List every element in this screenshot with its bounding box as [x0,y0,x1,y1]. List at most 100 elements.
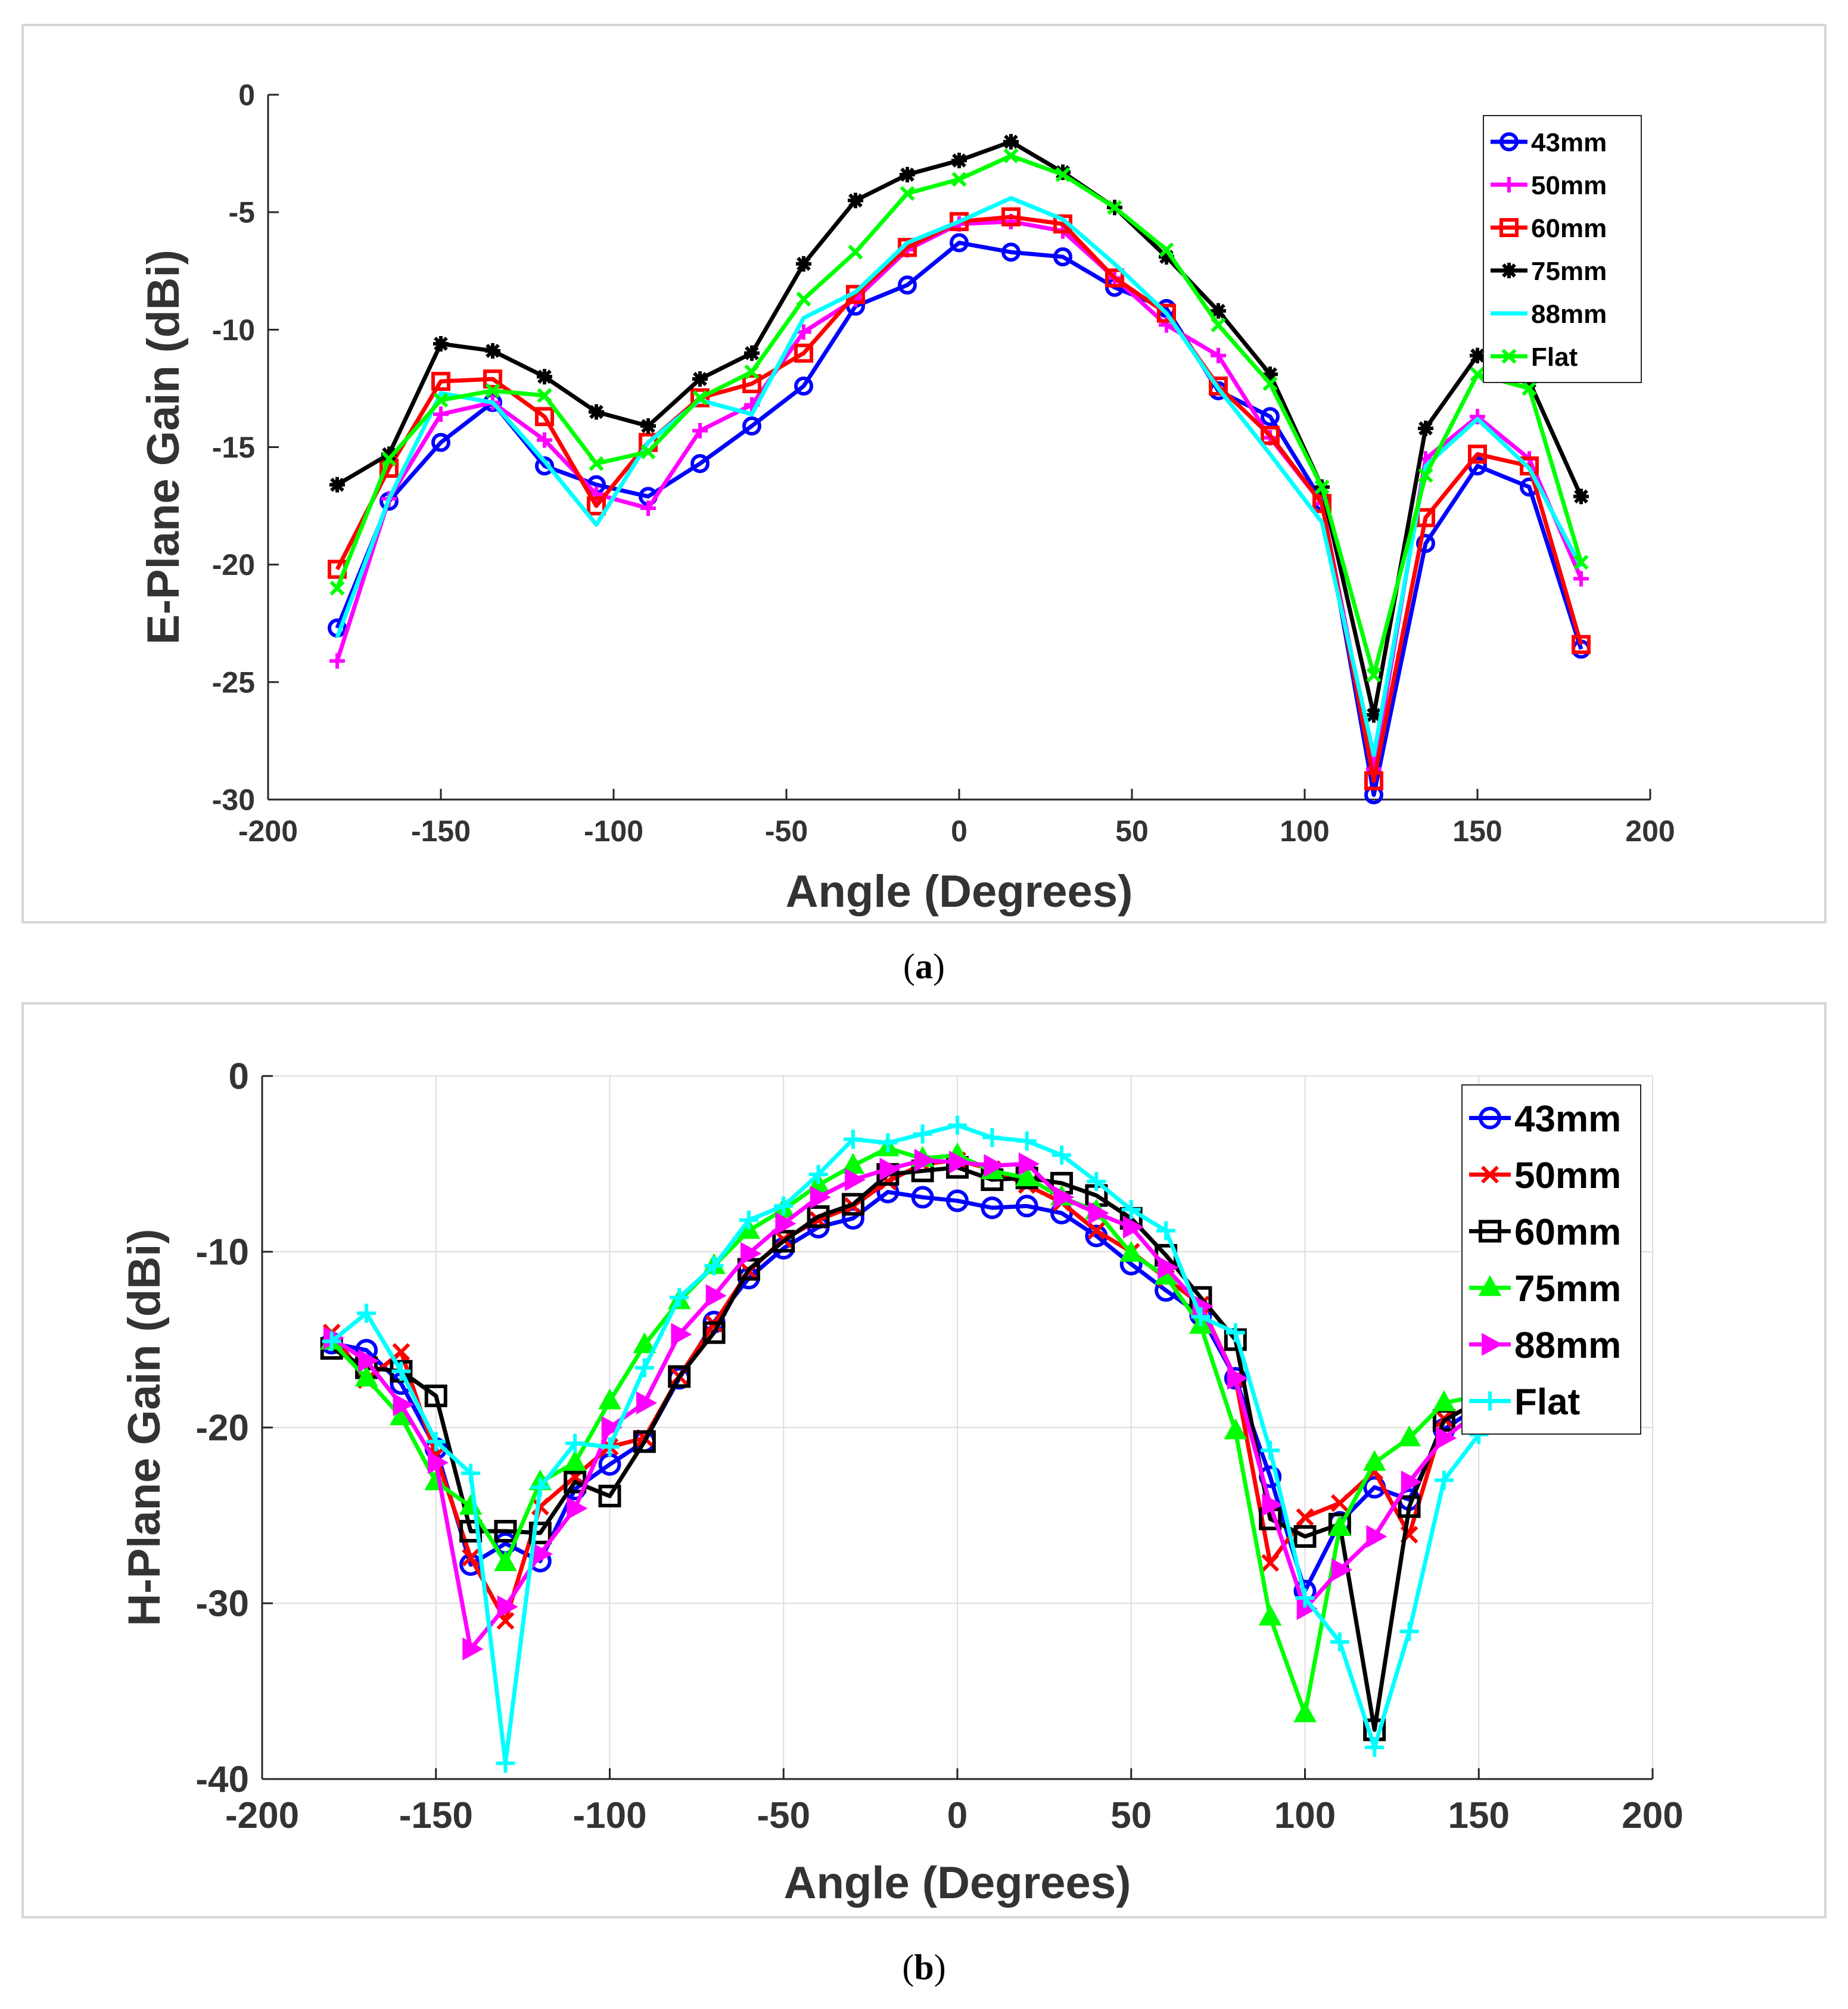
x-tick-label: -150 [411,814,471,848]
legend-marker-60mm [1479,1220,1501,1243]
data-point-60mm [459,1520,483,1543]
data-point-Flat [496,1753,515,1773]
x-tick-label: 0 [947,1795,967,1836]
data-point-Flat [537,388,552,403]
data-point-43mm [742,416,761,436]
data-point-Flat [381,451,397,467]
series-75mm [329,133,1589,723]
data-point-Flat [1156,1221,1176,1240]
data-point-88mm [636,1391,658,1414]
data-point-88mm [810,1186,831,1209]
data-point-88mm [1262,1493,1283,1517]
data-point-88mm [775,1212,797,1236]
data-point-88mm [1053,1186,1075,1209]
caption-b: (b) [902,1948,946,1987]
data-point-50mm [1211,347,1226,363]
x-tick-label: 50 [1115,814,1149,848]
data-point-Flat [774,1196,794,1216]
legend-label-75mm: 75mm [1514,1268,1621,1310]
data-point-75mm [485,343,500,359]
x-tick-label: -200 [238,814,298,848]
data-point-Flat [843,1130,863,1149]
data-point-88mm [1331,1558,1353,1582]
data-point-75mm [1366,707,1382,723]
data-point-43mm [1001,242,1021,262]
data-point-Flat [1225,1323,1245,1342]
data-point-Flat [433,393,449,408]
data-point-60mm [535,407,554,427]
legend-marker-50mm [1501,177,1517,192]
legend-box [1483,115,1642,383]
data-point-60mm [424,1384,447,1407]
caption-b-letter: b [914,1948,934,1987]
series-60mm [320,1156,1491,1741]
data-point-Flat [704,1256,724,1276]
x-tick-label: 150 [1452,814,1502,848]
data-point-88mm [1122,1215,1144,1239]
legend-label-75mm: 75mm [1531,257,1607,286]
data-point-75mm [1211,303,1226,319]
data-point-88mm [1401,1470,1422,1494]
data-point-Flat [1330,1632,1349,1652]
data-point-Flat [640,444,656,459]
series-50mm [322,1151,1488,1630]
data-point-88mm [1158,1256,1179,1279]
y-axis-label: H-Plane Gain (dBi) [119,1229,170,1626]
data-point-43mm [794,376,813,396]
series-Flat [329,148,1589,683]
data-point-60mm [668,1365,691,1388]
data-point-60mm [742,374,761,394]
series-88mm [323,1149,1492,1660]
x-tick-label: 50 [1110,1795,1152,1836]
data-point-Flat [589,456,604,471]
data-point-43mm [898,275,917,295]
data-point-Flat [848,244,863,260]
data-point-88mm [671,1323,692,1346]
y-tick-label: -5 [229,196,255,229]
data-point-43mm [690,454,710,474]
data-point-60mm [598,1485,621,1508]
data-point-Flat [1366,667,1382,683]
data-point-60mm [1520,456,1539,476]
data-point-Flat [329,580,345,596]
data-point-50mm [1261,1554,1280,1572]
y-tick-label: -30 [195,1584,249,1625]
data-point-Flat [634,1358,654,1377]
series-line-75mm [330,1146,1479,1716]
data-point-43mm [981,1196,1004,1220]
data-point-60mm [1001,207,1021,227]
data-point-75mm [1362,1450,1386,1471]
x-tick-label: 100 [1280,814,1329,848]
data-point-Flat [1522,381,1537,396]
data-point-Flat [1052,1145,1072,1165]
data-point-60mm [587,496,606,516]
x-tick-label: 150 [1448,1795,1510,1836]
data-point-Flat [692,390,708,406]
data-point-75mm [1398,1425,1421,1447]
data-point-Flat [1211,317,1226,332]
legend: 43mm 50mm 60mm 75mm 88mm Flat [1483,115,1642,383]
data-point-60mm [1572,635,1591,654]
data-point-75mm [381,446,397,462]
caption-a: (a) [903,947,945,986]
data-point-75mm [1159,249,1174,265]
data-point-75mm [1470,347,1485,363]
data-point-50mm [640,500,656,517]
data-point-60mm [1293,1525,1317,1548]
data-point-60mm [1468,444,1487,464]
data-point-60mm [1209,376,1228,396]
e-plane-gain-chart: -200 -150 -100 -50 0 50 100 150 200-30-25-20-15-… [138,79,1675,918]
legend-label-60mm: 60mm [1531,214,1607,243]
series-line-88mm [335,196,1583,757]
legend-label-Flat: Flat [1531,343,1578,372]
legend-marker-43mm [1479,1106,1501,1130]
data-point-Flat [1365,1737,1385,1757]
data-point-50mm [1330,1494,1349,1512]
y-tick-label: -40 [195,1759,249,1800]
x-tick-label: 200 [1625,814,1675,848]
y-tick-label: -30 [212,783,255,817]
data-point-Flat [485,383,500,399]
data-point-43mm [841,1206,864,1230]
series-Flat [322,1115,1489,1773]
data-point-Flat [1191,1307,1211,1327]
